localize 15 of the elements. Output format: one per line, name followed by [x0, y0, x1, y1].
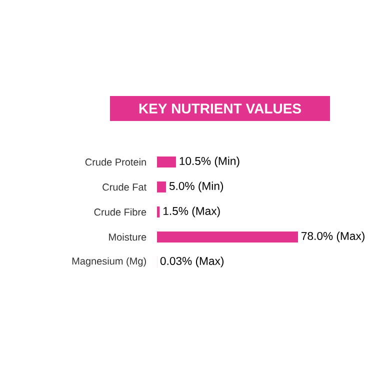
bar — [157, 206, 160, 218]
data-label: 1.5% (Max) — [164, 206, 220, 218]
data-label: 5.0% (Min) — [169, 182, 224, 192]
data-label: 10.5% (Min) — [180, 156, 240, 168]
bar — [157, 181, 166, 192]
y-tick-label: Crude Fibre — [94, 208, 146, 216]
data-label: 78.0% (Max) — [302, 232, 364, 242]
chart-title: KEY NUTRIENT VALUES — [139, 104, 301, 114]
y-tick-label: Moisture — [109, 233, 146, 241]
bar — [157, 156, 176, 168]
y-tick-label: Crude Fat — [102, 183, 147, 191]
bar — [157, 231, 298, 242]
data-label: 0.03% (Max) — [160, 256, 224, 268]
y-tick-label: Magnesium (Mg) — [72, 257, 146, 267]
y-tick-label: Crude Protein — [85, 158, 146, 166]
